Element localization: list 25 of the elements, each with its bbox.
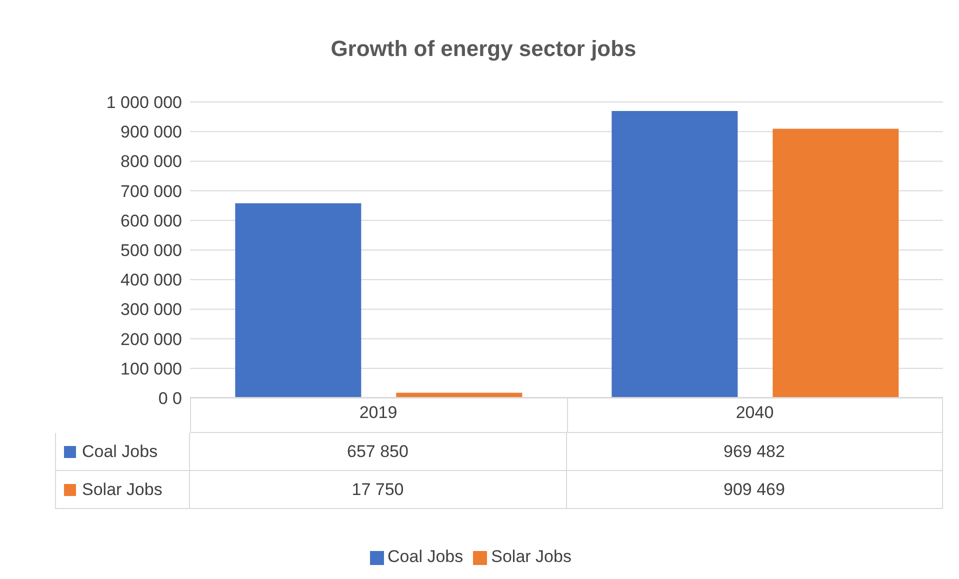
y-tick-label: 900 000 [120, 122, 182, 142]
data-label: 969 482 [566, 433, 943, 471]
y-tick-label: 200 000 [120, 330, 182, 349]
data-label: 17 750 [190, 471, 566, 509]
chart-title: Growth of energy sector jobs [330, 36, 638, 62]
x-tick-label: 2019 [359, 403, 398, 422]
y-tick-label: 400 000 [120, 270, 182, 290]
y-tick-label: 300 000 [120, 300, 182, 320]
data-label: 909 469 [566, 471, 943, 509]
bar [772, 128, 899, 398]
legend-label: Coal Jobs [82, 442, 158, 462]
bar [612, 111, 738, 398]
y-tick-label: 0 0 [158, 389, 182, 408]
y-tick-label: 1 000 000 [106, 93, 182, 112]
y-tick-label: 700 000 [120, 182, 182, 201]
data-label: 657 850 [190, 433, 566, 471]
legend-label: Solar Jobs [491, 547, 572, 566]
y-tick-label: 600 000 [120, 211, 182, 230]
bar [235, 203, 362, 398]
text: Solar Jobs [82, 480, 162, 498]
y-tick-label: 800 000 [120, 152, 182, 172]
text: Coal Jobs [388, 547, 464, 566]
y-tick-label: 500 000 [120, 241, 182, 260]
y-tick-label: 100 000 [120, 359, 182, 378]
x-tick-label: 2040 [736, 403, 774, 422]
